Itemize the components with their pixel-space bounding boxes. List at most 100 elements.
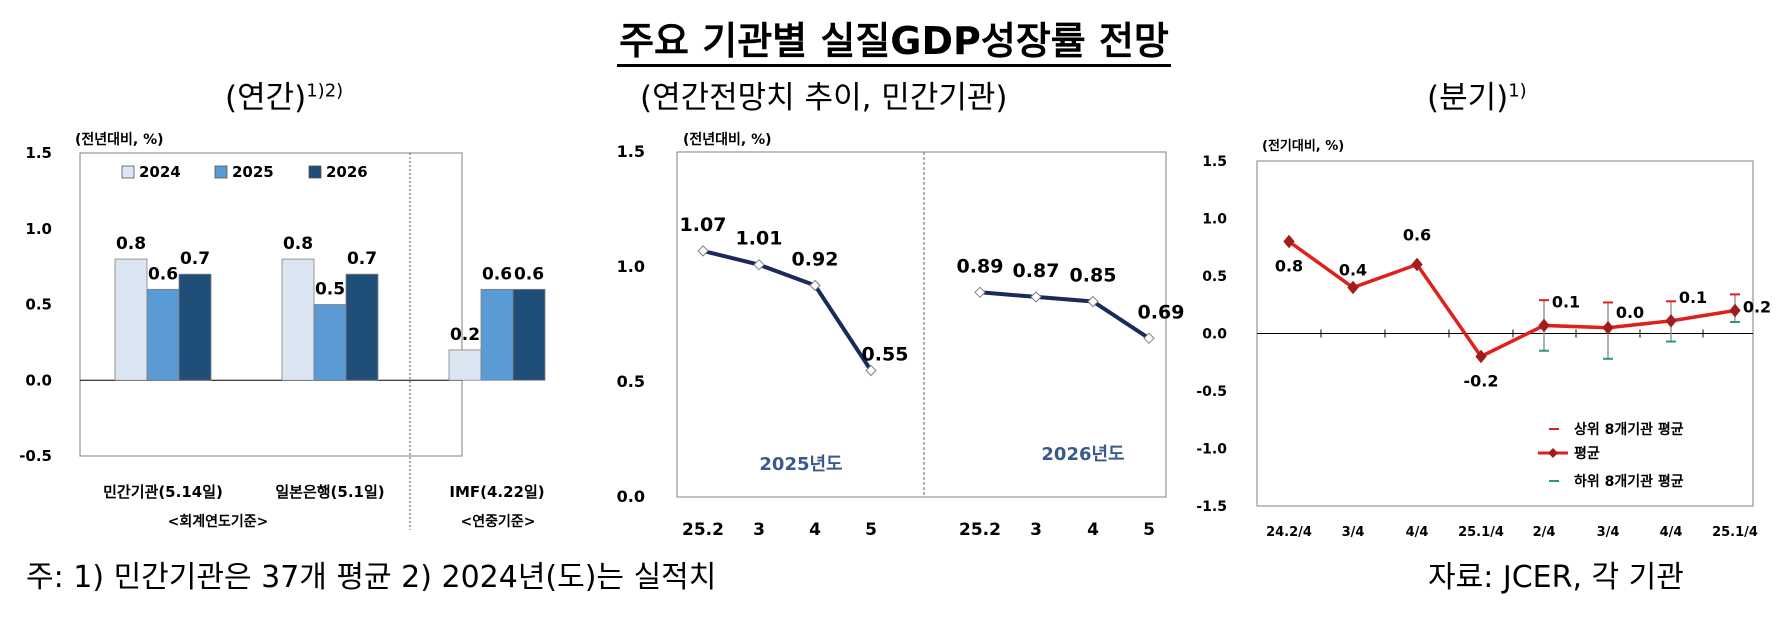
annual-bar-label: 0.8 (283, 234, 313, 254)
trend-xtick: 3 (753, 520, 765, 540)
quarterly-legend-label: 평균 (1574, 445, 1600, 462)
quarterly-avg-marker (1411, 257, 1423, 272)
quarterly-ytick: -1.0 (1196, 442, 1227, 458)
quarterly-value-label: 0.1 (1679, 288, 1707, 307)
annual-bar-label: 0.8 (116, 234, 146, 254)
quarterly-value-label: 0.1 (1552, 292, 1580, 311)
annual-basis-label: <연중기준> (461, 514, 536, 530)
quarterly-avg-line (1287, 240, 1736, 359)
annual-bar-label: 0.7 (347, 249, 377, 269)
annual-legend-swatch (308, 165, 322, 179)
subtitle-quarterly: (분기)1) (1427, 72, 1527, 117)
annual-bar-label: 0.6 (148, 264, 178, 284)
trend-ytick: 0.5 (617, 372, 645, 391)
annual-legend-label: 2026 (326, 163, 368, 181)
quarterly-xtick: 4/4 (1660, 525, 1683, 540)
trend-panel-label: 2025년도 (759, 454, 842, 475)
trend-xtick: 25.2 (682, 520, 724, 540)
trend-xtick: 5 (865, 520, 877, 540)
quarterly-xtick: 3/4 (1342, 525, 1365, 540)
trend-ytick: 1.0 (617, 257, 645, 276)
trend-marker (1143, 332, 1155, 345)
trend-xtick: 4 (809, 520, 821, 540)
quarterly-legend-label: 상위 8개기관 평균 (1574, 421, 1684, 438)
trend-marker (865, 364, 877, 377)
quarterly-avg-marker (1602, 320, 1614, 335)
trend-line (979, 290, 1151, 340)
annual-bar-label: 0.7 (180, 249, 210, 269)
quarterly-ytick: -0.5 (1196, 384, 1227, 400)
quarterly-xtick: 24.2/4 (1266, 525, 1312, 540)
annual-bar-label: 0.5 (315, 280, 345, 300)
annual-bar (178, 273, 212, 381)
quarterly-avg-marker (1538, 318, 1550, 333)
footnote: 주: 1) 민간기관은 37개 평균 2) 2024년(도)는 실적치 (26, 560, 717, 595)
trend-value-label: 0.89 (957, 255, 1004, 277)
annual-bar-label: 0.2 (450, 325, 480, 345)
quarterly-avg-marker (1475, 349, 1487, 364)
quarterly-legend-label: 하위 8개기관 평균 (1574, 473, 1684, 490)
annual-bar (146, 288, 180, 381)
annual-bar (448, 349, 482, 381)
trend-value-label: 0.69 (1138, 301, 1185, 323)
quarterly-ytick: 1.0 (1202, 212, 1227, 228)
quarterly-ytick: 1.5 (1202, 154, 1227, 170)
trend-plot-frame (676, 151, 1167, 498)
subtitle-trend: (연간전망치 추이, 민간기관) (640, 80, 1008, 116)
annual-unit-label: (전년대비, %) (75, 131, 164, 148)
quarterly-avg-marker (1347, 280, 1359, 295)
quarterly-ytick: 0.0 (1202, 327, 1227, 343)
trend-marker (753, 258, 765, 271)
annual-ytick: 0.5 (25, 296, 52, 314)
quarterly-unit-label: (전기대비, %) (1262, 138, 1344, 154)
annual-legend-swatch (121, 165, 135, 179)
trend-xtick: 25.2 (959, 520, 1001, 540)
quarterly-xtick: 2/4 (1533, 525, 1556, 540)
annual-legend-label: 2025 (232, 163, 274, 181)
source-note: 자료: JCER, 각 기관 (1428, 560, 1684, 595)
annual-bar (281, 258, 315, 381)
trend-ytick: 1.5 (617, 142, 645, 161)
annual-basis-label: <회계연도기준> (168, 514, 269, 530)
trend-xtick: 5 (1143, 520, 1155, 540)
trend-ytick: 0.0 (617, 487, 645, 506)
annual-ytick: 0.0 (25, 371, 52, 389)
trend-value-label: 0.55 (862, 344, 909, 366)
quarterly-value-label: 0.0 (1616, 303, 1644, 322)
quarterly-value-label: 0.4 (1339, 261, 1367, 280)
subtitle-annual: (연간)1)2) (225, 72, 343, 117)
quarterly-xtick: 4/4 (1406, 525, 1429, 540)
quarterly-avg-marker (1729, 303, 1741, 318)
annual-bar (345, 273, 379, 381)
trend-marker (809, 279, 821, 292)
quarterly-value-label: 0.8 (1275, 257, 1303, 276)
trend-marker (1087, 295, 1099, 308)
annual-bar (512, 288, 546, 381)
annual-ytick: -0.5 (19, 447, 52, 465)
trend-panel-label: 2026년도 (1041, 444, 1124, 465)
trend-xtick: 3 (1030, 520, 1042, 540)
trend-value-label: 1.07 (680, 214, 727, 236)
quarterly-ytick: -1.5 (1196, 499, 1227, 515)
annual-bar (480, 288, 514, 381)
annual-group-label: IMF(4.22일) (449, 483, 544, 501)
quarterly-value-label: -0.2 (1464, 372, 1499, 391)
subtitle-quarterly-text: (분기) (1427, 80, 1509, 116)
trend-value-label: 1.01 (736, 228, 783, 250)
trend-value-label: 0.92 (792, 248, 839, 270)
annual-bar (114, 258, 148, 381)
subtitle-annual-text: (연간) (225, 80, 307, 116)
subtitle-annual-sup: 1)2) (306, 80, 344, 102)
trend-unit-label: (전년대비, %) (683, 131, 772, 148)
annual-bar-label: 0.6 (514, 264, 544, 284)
annual-group-label: 일본은행(5.1일) (275, 483, 384, 501)
subtitle-quarterly-sup: 1) (1508, 80, 1527, 102)
trend-marker (974, 286, 986, 299)
quarterly-avg-marker (1665, 314, 1677, 328)
trend-marker (1030, 291, 1042, 303)
trend-line (702, 248, 873, 372)
quarterly-value-label: 0.6 (1403, 226, 1431, 245)
annual-ytick: 1.5 (25, 144, 52, 162)
annual-legend-swatch (214, 165, 228, 179)
